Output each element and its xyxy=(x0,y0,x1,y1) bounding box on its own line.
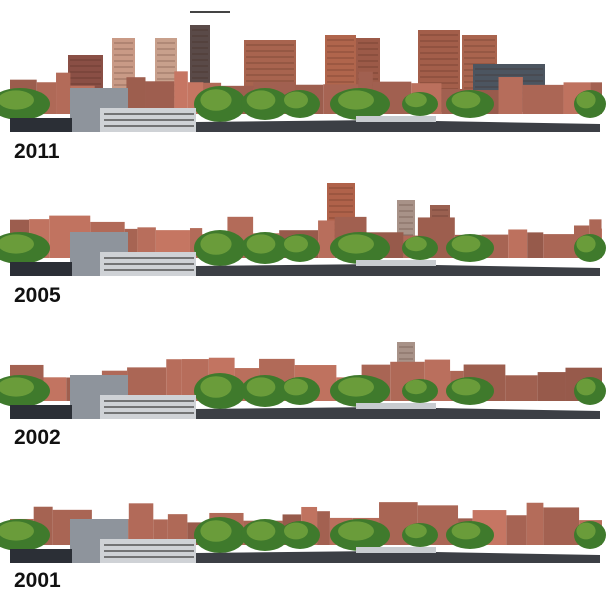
tree-highlight xyxy=(284,378,308,396)
tree-highlight xyxy=(338,521,374,541)
photo-strip xyxy=(0,183,606,276)
roof xyxy=(356,260,436,266)
tree-highlight xyxy=(338,90,374,110)
tree-highlight xyxy=(200,376,232,398)
building xyxy=(317,511,330,545)
tree-highlight xyxy=(405,523,427,539)
building xyxy=(543,507,580,545)
tree-highlight xyxy=(200,89,232,111)
roof xyxy=(196,120,600,132)
roof xyxy=(356,403,436,409)
year-label: 2001 xyxy=(14,569,61,590)
building xyxy=(506,515,527,545)
year-label: 2005 xyxy=(14,284,61,307)
tree-highlight xyxy=(338,377,374,397)
building xyxy=(174,71,188,114)
photo-strip xyxy=(0,342,606,419)
building xyxy=(153,519,168,545)
photo-strip xyxy=(0,11,606,132)
roof xyxy=(196,407,600,419)
building xyxy=(505,375,538,401)
building xyxy=(498,77,523,114)
roof xyxy=(10,262,72,276)
building xyxy=(508,229,528,258)
tree-highlight xyxy=(451,522,481,540)
building xyxy=(166,359,182,401)
roof xyxy=(10,405,72,419)
tree-highlight xyxy=(246,234,276,254)
tree-highlight xyxy=(200,233,232,255)
tree-highlight xyxy=(576,235,596,253)
roof xyxy=(196,551,600,563)
tree-highlight xyxy=(576,522,596,540)
roof xyxy=(356,116,436,122)
tree-highlight xyxy=(576,378,596,396)
tree-highlight xyxy=(0,234,34,254)
year-label: 2002 xyxy=(14,426,61,449)
building xyxy=(527,232,544,258)
tree-highlight xyxy=(451,235,481,253)
roof xyxy=(10,118,72,132)
building xyxy=(537,372,566,401)
building xyxy=(543,234,575,258)
building xyxy=(126,77,146,114)
roof xyxy=(196,264,600,276)
building xyxy=(522,84,564,114)
tree-highlight xyxy=(451,378,481,396)
tree-highlight xyxy=(451,91,481,109)
tree-highlight xyxy=(284,235,308,253)
tree-highlight xyxy=(284,91,308,109)
tree-highlight xyxy=(246,521,276,541)
roof xyxy=(356,547,436,553)
photo-strip xyxy=(0,502,606,563)
tree-highlight xyxy=(405,379,427,395)
tree-highlight xyxy=(246,377,276,397)
tree-highlight xyxy=(0,377,34,397)
building xyxy=(128,503,154,545)
tree-highlight xyxy=(405,236,427,252)
building xyxy=(43,377,67,401)
tree-highlight xyxy=(200,520,232,542)
tree-highlight xyxy=(405,92,427,108)
tree-highlight xyxy=(576,91,596,109)
tree-highlight xyxy=(0,521,34,541)
building xyxy=(56,72,71,114)
tree-highlight xyxy=(246,90,276,110)
building xyxy=(137,227,156,258)
building xyxy=(526,502,544,545)
year-label: 2011 xyxy=(14,140,60,163)
tree-highlight xyxy=(338,234,374,254)
tree-highlight xyxy=(284,522,308,540)
building xyxy=(167,514,188,545)
roof xyxy=(10,549,72,563)
tree-highlight xyxy=(0,90,34,110)
